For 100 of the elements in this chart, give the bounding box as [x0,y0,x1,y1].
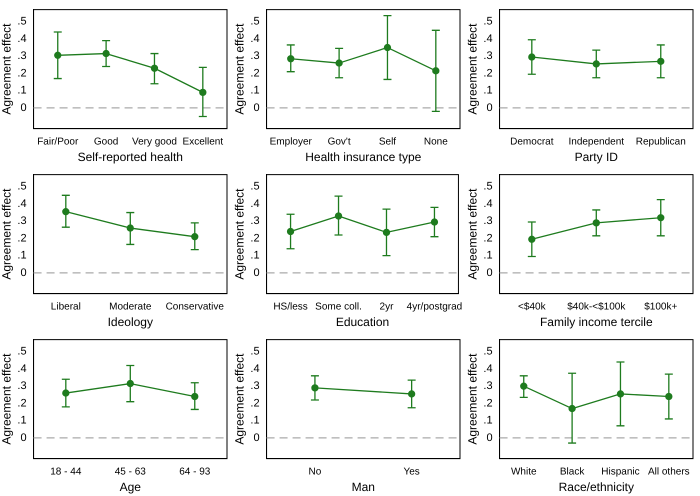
y-tick-label: .5 [250,16,260,28]
x-tick-label: <$40k [518,301,547,312]
y-tick-label: .3 [483,380,493,392]
y-tick-label: .2 [250,67,260,80]
y-axis-title: Agreement effect [466,22,480,115]
y-tick-label: .5 [483,180,493,193]
x-tick-label: Democrat [510,136,554,148]
y-tick-label: .4 [17,362,27,375]
x-tick-label: Moderate [109,301,152,312]
x-tick-label: White [510,466,537,478]
y-tick-label: .4 [250,198,260,210]
x-tick-label: Employer [270,136,313,148]
y-tick-label: 0 [486,266,493,279]
x-tick-label: No [308,466,322,478]
y-tick-label: .4 [250,32,260,45]
y-tick-label: .3 [250,50,260,62]
x-tick-label: HS/less [273,301,308,312]
y-tick-label: .3 [17,50,27,62]
x-axis-title: Party ID [574,150,618,164]
y-tick-label: 0 [253,102,260,114]
y-tick-label: .1 [483,250,493,262]
x-tick-label: $40k-<$100k [567,301,626,312]
y-tick-label: 0 [20,102,27,114]
y-tick-label: .2 [250,397,260,410]
x-axis-title: Man [352,480,375,494]
y-tick-label: 0 [253,432,260,444]
x-tick-label: Gov't [328,136,351,148]
x-tick-label: Liberal [50,301,81,312]
y-tick-label: .4 [483,32,493,45]
y-tick-label: .3 [483,215,493,228]
y-tick-label: .2 [483,397,493,410]
x-axis-title: Ideology [108,315,153,330]
y-tick-label: .1 [17,414,27,427]
y-tick-label: 0 [20,266,27,279]
y-tick-label: 0 [253,266,260,279]
y-axis-title: Agreement effect [0,22,14,115]
y-tick-label: .5 [17,16,27,28]
y-tick-label: .5 [17,180,27,193]
x-axis-title: Self-reported health [78,150,183,164]
x-tick-label: Yes [403,466,420,478]
x-tick-label: Independent [568,136,624,148]
x-axis-title: Health insurance type [305,150,422,164]
y-tick-label: 0 [486,432,493,444]
y-tick-label: .1 [483,84,493,97]
y-tick-label: .4 [483,198,493,210]
y-axis-title: Agreement effect [0,188,14,280]
y-tick-label: .4 [17,198,27,210]
x-tick-label: 45 - 63 [114,466,146,478]
y-tick-label: .3 [250,215,260,228]
y-tick-label: .4 [250,362,260,375]
y-tick-label: .1 [483,414,493,427]
y-tick-label: .3 [250,380,260,392]
y-axis-title: Agreement effect [232,352,247,445]
x-tick-label: Some coll. [315,301,362,312]
x-tick-label: Very good [132,136,177,148]
y-tick-label: .3 [17,215,27,228]
x-tick-label: Excellent [182,136,224,148]
x-tick-label: 4yr/postgrad [406,301,462,312]
x-tick-label: $100k+ [644,301,678,312]
x-tick-label: Self [378,136,396,148]
y-tick-label: .5 [483,346,493,358]
x-tick-label: Black [560,466,586,478]
x-tick-label: Republican [636,136,686,148]
y-axis-title: Agreement effect [466,352,480,445]
y-tick-label: .3 [483,50,493,62]
y-tick-label: .5 [250,346,260,358]
x-tick-label: 2yr [380,301,394,312]
y-tick-label: 0 [486,102,493,114]
x-tick-label: Good [94,136,118,148]
y-tick-label: .1 [250,84,260,97]
y-tick-label: .1 [17,84,27,97]
y-tick-label: .2 [250,232,260,244]
y-axis-title: Agreement effect [232,22,247,115]
x-tick-label: 18 - 44 [50,466,82,478]
x-axis-title: Race/ethnicity [558,480,634,494]
y-tick-label: .1 [250,250,260,262]
y-tick-label: .5 [250,180,260,193]
y-tick-label: .5 [483,16,493,28]
y-tick-label: .2 [17,67,27,80]
x-tick-label: All others [648,466,690,478]
y-tick-label: .1 [17,250,27,262]
x-tick-label: Conservative [166,301,224,312]
y-axis-title: Agreement effect [0,352,14,445]
y-tick-label: .2 [17,397,27,410]
y-tick-label: .2 [483,232,493,244]
y-tick-label: .5 [17,346,27,358]
y-axis-title: Agreement effect [232,188,247,280]
y-tick-label: .2 [483,67,493,80]
y-tick-label: .2 [17,232,27,244]
y-tick-label: .4 [483,362,493,375]
y-tick-label: 0 [20,432,27,444]
y-tick-label: .4 [17,32,27,45]
x-tick-label: Fair/Poor [37,136,79,148]
y-tick-label: .3 [17,380,27,392]
y-axis-title: Agreement effect [466,188,480,280]
x-axis-title: Age [120,480,142,494]
x-axis-title: Family income tercile [540,315,653,330]
x-tick-label: Hispanic [601,466,640,478]
x-axis-title: Education [336,315,390,330]
x-tick-label: 64 - 93 [179,466,211,478]
